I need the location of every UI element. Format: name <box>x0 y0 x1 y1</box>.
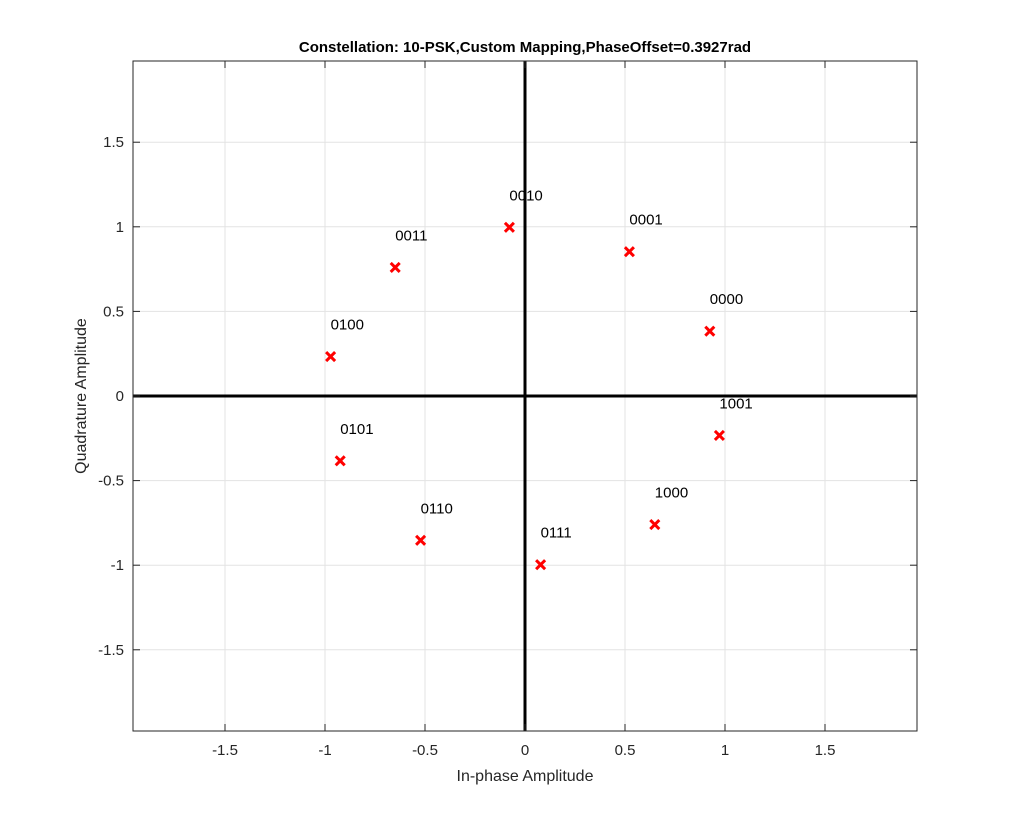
y-tick-label: 1 <box>116 219 124 236</box>
x-marker <box>623 246 635 258</box>
x-tick-label: -1 <box>318 742 331 759</box>
y-tick-label: -1.5 <box>98 642 124 659</box>
x-marker <box>649 519 661 531</box>
chart-title: Constellation: 10-PSK,Custom Mapping,Pha… <box>299 39 751 56</box>
x-tick-label: -1.5 <box>212 742 238 759</box>
zero-axes <box>133 61 917 731</box>
point-label: 0000 <box>710 291 743 308</box>
point-label: 0100 <box>331 317 364 334</box>
x-tick-label: 1.5 <box>815 742 836 759</box>
y-tick-label: -1 <box>111 557 124 574</box>
constellation-point: 0010 <box>503 187 543 233</box>
point-label: 0010 <box>509 187 542 204</box>
constellation-point: 0111 <box>535 525 572 571</box>
constellation-point: 0101 <box>334 421 374 467</box>
point-label: 0011 <box>395 227 427 244</box>
x-marker <box>334 455 346 467</box>
y-tick-label: 0 <box>116 388 124 405</box>
x-marker <box>704 325 716 337</box>
x-marker <box>325 351 337 363</box>
x-marker <box>713 429 725 441</box>
x-marker <box>535 559 547 571</box>
constellation-point: 0001 <box>623 212 663 258</box>
y-axis-label: Quadrature Amplitude <box>73 318 90 474</box>
point-label: 1000 <box>655 485 688 502</box>
point-label: 1001 <box>719 395 752 412</box>
constellation-point: 1001 <box>713 395 753 441</box>
x-tick-label: 0 <box>521 742 529 759</box>
point-label: 0111 <box>541 525 572 542</box>
point-label: 0110 <box>421 500 453 517</box>
x-tick-label: -0.5 <box>412 742 438 759</box>
y-tick-label: 0.5 <box>103 303 124 320</box>
x-marker <box>415 534 427 546</box>
constellation-point: 1000 <box>649 485 688 531</box>
point-label: 0101 <box>340 421 373 438</box>
data-points: 0000 0001 0010 0011 0100 0101 0110 0111 1000 1001 <box>325 187 753 571</box>
x-marker <box>389 261 401 273</box>
x-axis-label: In-phase Amplitude <box>457 768 594 785</box>
x-tick-label: 0.5 <box>615 742 636 759</box>
constellation-point: 0110 <box>415 500 453 546</box>
constellation-point: 0100 <box>325 317 364 363</box>
point-label: 0001 <box>629 212 662 229</box>
y-tick-label: -0.5 <box>98 473 124 490</box>
x-marker <box>503 221 515 233</box>
x-tick-label: 1 <box>721 742 729 759</box>
tick-labels: -1.5 -1 -0.5 0 0.5 1 1.5 -1.5 -1 -0.5 0 0.5 1 1.5 <box>98 61 917 759</box>
y-tick-label: 1.5 <box>103 134 124 151</box>
constellation-point: 0011 <box>389 227 427 273</box>
constellation-point: 0000 <box>704 291 743 337</box>
